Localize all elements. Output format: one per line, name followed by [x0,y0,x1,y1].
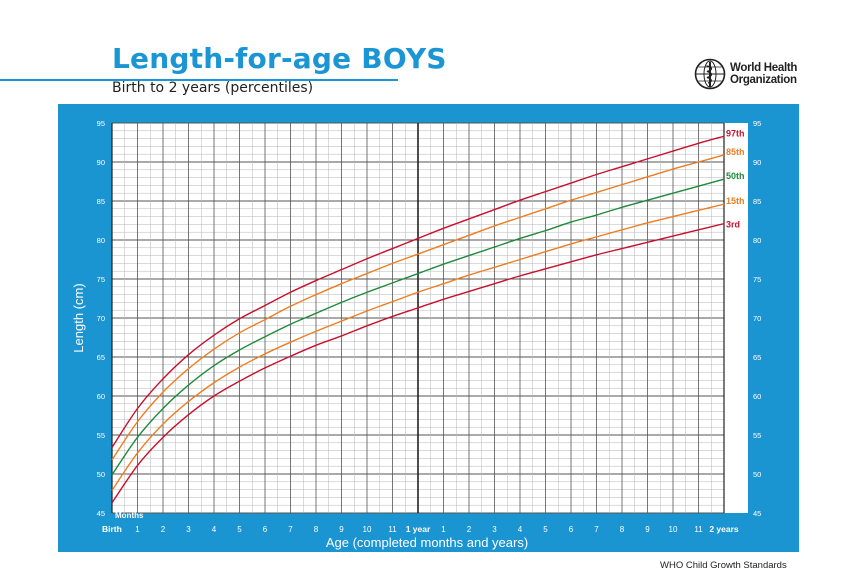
series-label-15th: 15th [726,196,745,206]
percentile-curves [111,135,725,504]
y-tick-label-right: 85 [753,197,761,206]
y-tick-label-left: 85 [97,197,105,206]
series-label-85th: 85th [726,147,745,157]
curve-97th [111,135,725,448]
series-labels: 3rd 15th 50th 85th 97th [726,128,745,229]
x-tick-label: 3 [492,525,497,534]
series-label-50th: 50th [726,171,745,181]
y-tick-label-right: 65 [753,353,761,362]
x-tick-label: 10 [363,525,372,534]
y-tick-label-right: 75 [753,275,761,284]
y-tick-label-right: 60 [753,392,761,401]
y-tick-label-right: 90 [753,158,761,167]
x-tick-label: 4 [212,525,217,534]
x-tick-labels: Birth 1 2 3 4 5 6 7 8 9 10 11 1 year 1 2 3 4 5 6 7 8 9 10 11 2 y… [102,524,739,534]
footer-source: WHO Child Growth Standards [660,560,787,571]
y-tick-label-left: 50 [97,470,105,479]
y-tick-label-left: 65 [97,353,105,362]
x-tick-label: 2 years [709,524,739,534]
x-tick-label: 6 [263,525,268,534]
y-tick-label-right: 45 [753,509,761,518]
curve-3rd [111,222,725,504]
x-tick-label: Birth [102,524,122,534]
curve-15th [111,203,725,491]
x-tick-label: 9 [645,525,650,534]
x-tick-label: 5 [543,525,548,534]
x-tick-label: 6 [569,525,574,534]
series-label-3rd: 3rd [726,220,740,230]
y-tick-label-right: 50 [753,470,761,479]
x-tick-label: 1 year [406,524,431,534]
curve-50th [111,178,725,476]
who-logo: World Health Organization [694,58,797,90]
y-tick-label-left: 70 [97,314,105,323]
chart-title: Length-for-age BOYS [112,42,447,75]
x-tick-label: 7 [594,525,599,534]
x-tick-label: 1 [441,525,446,534]
x-tick-label: 1 [135,525,140,534]
curve-85th [111,154,725,461]
who-organization-name: World Health Organization [730,62,797,86]
x-tick-label: 8 [620,525,625,534]
y-tick-label-right: 80 [753,236,761,245]
org-line-1: World Health [730,62,798,74]
x-tick-label: 11 [388,525,397,534]
x-tick-label: 8 [314,525,319,534]
y-tick-label-left: 60 [97,392,105,401]
who-emblem-icon [694,58,726,90]
x-tick-label: 10 [669,525,678,534]
y-tick-label-right: 95 [753,119,761,128]
y-tick-labels-left: 45 50 55 60 65 70 75 80 85 90 95 [97,119,105,518]
org-line-2: Organization [730,74,797,86]
title-underline [0,79,398,81]
x-tick-label: 4 [518,525,523,534]
x-tick-label: 5 [237,525,242,534]
chart-subtitle: Birth to 2 years (percentiles) [112,80,314,96]
y-tick-label-left: 55 [97,431,105,440]
y-tick-label-left: 90 [97,158,105,167]
x-tick-label: 11 [694,525,703,534]
x-axis-title: Age (completed months and years) [326,535,528,550]
y-tick-label-right: 55 [753,431,761,440]
label-strip [724,123,748,513]
y-tick-label-left: 80 [97,236,105,245]
series-label-97th: 97th [726,128,745,138]
y-axis-title: Length (cm) [71,283,86,352]
y-tick-label-left: 95 [97,119,105,128]
x-tick-label: 9 [339,525,344,534]
chart-panel: 45 50 55 60 65 70 75 80 85 90 95 45 50 55 60 65 70 75 80 8… [58,104,799,552]
y-tick-label-left: 45 [97,509,105,518]
y-tick-label-right: 70 [753,314,761,323]
y-tick-label-left: 75 [97,275,105,284]
x-tick-label: 2 [161,525,166,534]
grid [111,122,725,514]
x-unit-label: Months [115,511,144,520]
x-tick-label: 7 [288,525,293,534]
y-tick-labels-right: 45 50 55 60 65 70 75 80 85 90 95 [753,119,761,518]
x-tick-label: 3 [186,525,191,534]
x-tick-label: 2 [467,525,472,534]
